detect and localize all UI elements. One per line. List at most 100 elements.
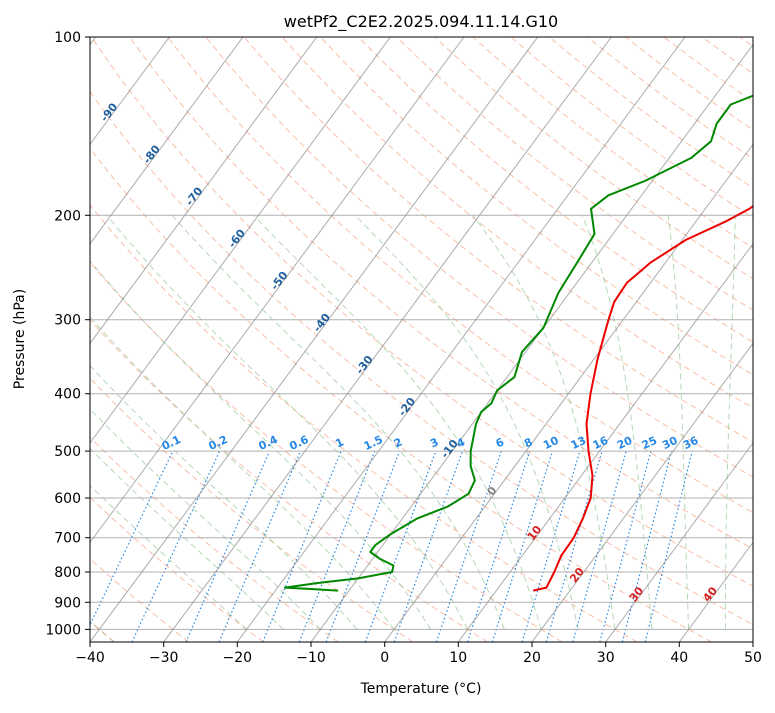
dry-adiabat <box>0 37 637 642</box>
moist-adiabat <box>172 215 504 629</box>
dry-adiabat <box>0 37 338 642</box>
isotherm-label: 20 <box>567 565 587 585</box>
moist-adiabat <box>725 215 735 629</box>
background-lines <box>0 37 775 642</box>
isotherm-label: -60 <box>226 227 249 251</box>
mixing-ratio-line <box>622 451 671 642</box>
mixing-ratio-line <box>186 451 270 642</box>
dry-adiabat <box>0 37 264 642</box>
dry-adiabat <box>397 37 775 642</box>
dry-adiabat <box>0 37 189 642</box>
chart-title: wetPf2_C2E2.2025.094.11.14.G10 <box>284 12 558 32</box>
mixing-ratio-line <box>365 451 436 642</box>
y-tick-label: 700 <box>54 531 81 547</box>
y-tick-label: 200 <box>54 208 81 224</box>
moist-adiabat <box>473 215 615 629</box>
isotherm <box>164 37 612 642</box>
dry-adiabat <box>435 37 775 642</box>
x-tick-label: −20 <box>223 650 253 666</box>
moist-adiabat <box>668 215 688 629</box>
mixing-ratio-label: 20 <box>615 434 635 452</box>
y-axis-label: Pressure (hPa) <box>12 289 28 389</box>
dry-adiabat <box>0 37 488 642</box>
mixing-ratio-label: 3 <box>428 435 440 450</box>
x-tick-label: −40 <box>75 650 105 666</box>
x-tick-label: 40 <box>670 650 688 666</box>
x-tick-label: 0 <box>380 650 389 666</box>
dry-adiabat <box>0 37 562 642</box>
mixing-ratio-line <box>394 451 462 642</box>
dry-adiabat <box>664 37 775 642</box>
y-tick-label: 1000 <box>45 622 81 638</box>
mixing-ratio-line <box>82 451 173 642</box>
isotherm-label: 30 <box>627 584 647 604</box>
mixing-ratio-label: 0.4 <box>257 433 280 453</box>
mixing-ratio-label: 25 <box>640 434 659 452</box>
isotherm-label: -20 <box>396 395 419 419</box>
isotherm-label: 0 <box>485 484 500 498</box>
dry-adiabat <box>15 37 712 642</box>
isotherm-label: 10 <box>525 523 545 543</box>
mixing-ratio-line <box>600 451 651 642</box>
isotherm <box>0 37 243 642</box>
y-tick-label: 100 <box>54 30 81 46</box>
isotherm <box>458 37 775 642</box>
dry-adiabat <box>549 37 775 642</box>
dry-adiabat <box>282 37 775 642</box>
moist-adiabat <box>0 215 284 629</box>
isotherm-label: -50 <box>268 269 291 293</box>
mixing-ratio-label: 1.5 <box>362 433 385 453</box>
x-tick-label: 50 <box>744 650 762 666</box>
mixing-ratio-label: 10 <box>541 434 561 452</box>
mixing-ratio-line <box>468 451 530 642</box>
isotherm <box>90 37 538 642</box>
mixing-ratio-line <box>546 451 602 642</box>
x-tick-label: −10 <box>296 650 326 666</box>
isotherm-label: -30 <box>353 353 376 377</box>
mixing-ratio-label: 30 <box>660 434 680 452</box>
mixing-ratio-line <box>263 451 341 642</box>
y-tick-label: 400 <box>54 387 81 403</box>
dry-adiabat <box>511 37 775 642</box>
isotherm-label: -80 <box>141 142 164 166</box>
mixing-ratio-label: 0.6 <box>287 433 310 453</box>
x-tick-label: 10 <box>449 650 467 666</box>
mixing-ratio-label: 6 <box>494 435 507 450</box>
x-tick-label: 20 <box>523 650 541 666</box>
isotherm-label: -90 <box>98 100 121 124</box>
x-tick-label: −30 <box>149 650 179 666</box>
isotherm-label: -40 <box>311 311 334 335</box>
x-axis-label: Temperature (°C) <box>360 681 482 697</box>
mixing-ratio-line <box>132 451 220 642</box>
moist-adiabat <box>254 215 542 629</box>
y-tick-label: 800 <box>54 565 81 581</box>
y-tick-label: 600 <box>54 491 81 507</box>
mixing-ratio-label: 1 <box>333 435 345 450</box>
isotherm-label: 40 <box>700 584 720 604</box>
isotherm <box>311 37 759 642</box>
moist-adiabat <box>0 215 320 629</box>
y-tick-label: 900 <box>54 595 81 611</box>
isotherm <box>385 37 775 642</box>
isotherm-label: -70 <box>183 184 206 208</box>
y-tick-label: 300 <box>54 313 81 329</box>
mixing-ratio-line <box>219 451 301 642</box>
isotherm <box>753 37 775 642</box>
x-tick-label: 30 <box>597 650 615 666</box>
mixing-ratio-label: 8 <box>522 435 534 450</box>
dry-adiabat <box>702 37 775 642</box>
isotherm <box>532 37 775 642</box>
isotherm <box>0 37 390 642</box>
mixing-ratio-label: 0.2 <box>207 433 230 453</box>
moist-adiabat <box>355 215 578 629</box>
mixing-ratio-line <box>492 451 552 642</box>
isotherm <box>0 37 317 642</box>
y-tick-label: 500 <box>54 444 81 460</box>
moist-adiabat <box>0 215 247 629</box>
mixing-ratio-label: 16 <box>591 434 611 452</box>
dry-adiabat <box>0 37 413 642</box>
mixing-ratio-label: 0.1 <box>160 433 183 453</box>
